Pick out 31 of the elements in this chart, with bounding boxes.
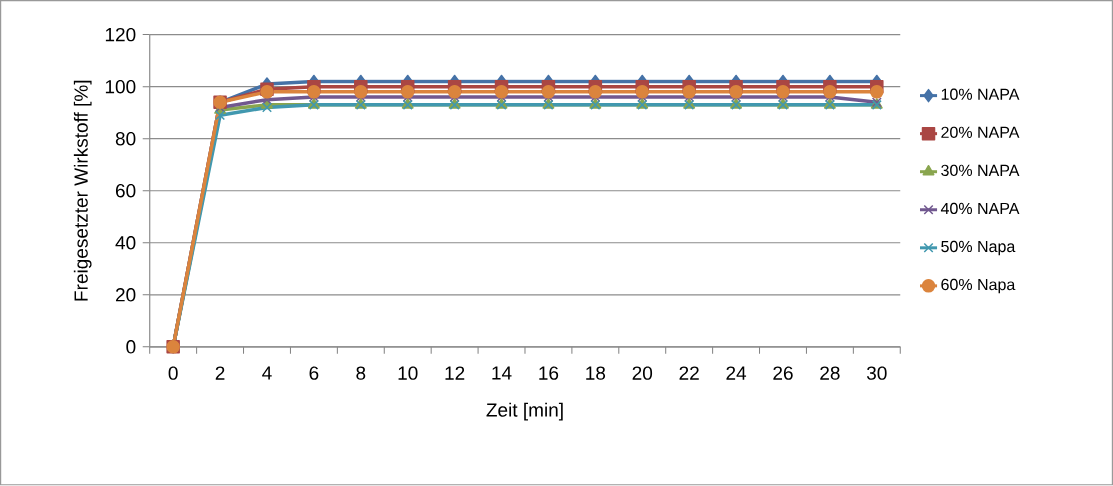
legend-label: 60% Napa: [941, 279, 1016, 294]
x-tick-label: 4: [262, 366, 272, 380]
x-tick-label: 2: [215, 366, 225, 380]
x-tick-label: 20: [632, 366, 653, 381]
x-tick-label: 10: [398, 366, 418, 381]
legend-label: 30% NAPA: [941, 164, 1020, 177]
legend-label: 40% NAPA: [940, 202, 1020, 215]
y-tick-label: 80: [115, 132, 136, 146]
y-tick-label: 120: [105, 28, 136, 42]
x-tick-label: 22: [679, 366, 699, 380]
y-tick-label: 20: [115, 288, 136, 302]
x-tick-label: 28: [820, 366, 840, 381]
legend-label: 10% NAPA: [941, 88, 1020, 101]
x-tick-label: 12: [445, 366, 465, 380]
x-tick-label: 30: [866, 366, 887, 381]
x-tick-label: 18: [586, 366, 606, 381]
x-tick-label: 6: [309, 366, 319, 381]
y-tick-label: 0: [126, 340, 136, 354]
y-tick-label: 60: [115, 184, 136, 198]
y-axis-title: Freigesetzter Wirkstoff [%]: [73, 81, 92, 301]
x-tick-label: 14: [492, 366, 512, 380]
y-tick-label: 40: [115, 236, 136, 250]
x-tick-label: 24: [726, 366, 747, 380]
x-tick-label: 0: [168, 366, 178, 381]
x-tick-label: 26: [773, 366, 793, 381]
x-tick-label: 16: [539, 366, 559, 381]
y-tick-label: 100: [105, 80, 136, 94]
x-axis-title: Zeit [min]: [486, 402, 563, 421]
legend-label: 20% NAPA: [941, 126, 1020, 139]
x-tick-label: 8: [356, 366, 366, 381]
legend-label: 50% Napa: [941, 241, 1016, 256]
